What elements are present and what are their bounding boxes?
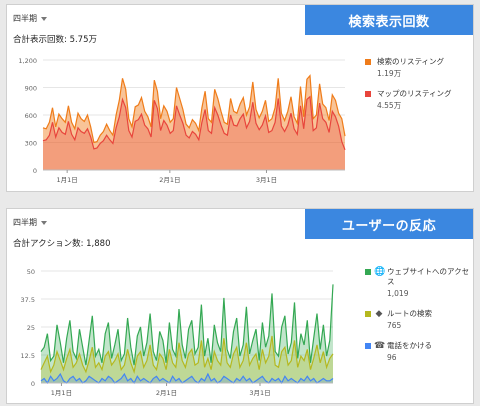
- impressions-chart: 0 300 600 900 1,200 1月1日 2月1日 3月1日: [18, 57, 346, 184]
- y-tick-label: 0: [31, 380, 35, 388]
- series-line: [42, 95, 346, 151]
- legend-swatch: [365, 311, 371, 317]
- period-selector[interactable]: 四半期: [13, 13, 47, 24]
- actions-chart: 0 12.5 25 37.5 50 1月1日 2月1日 3月1日: [21, 268, 334, 397]
- phone-icon: ☎: [374, 341, 386, 351]
- section-banner: 検索表示回数: [305, 5, 473, 35]
- series-area: [41, 336, 333, 383]
- series-area: [43, 75, 345, 170]
- legend-swatch: [365, 269, 371, 275]
- x-tick-label: 3月1日: [256, 176, 277, 184]
- customer-actions-panel: 四半期 合計アクション数: 1,880 ユーザーの反応 0 12.5 25 37.5 5…: [6, 208, 474, 404]
- globe-icon: 🌐: [374, 267, 386, 277]
- y-tick-label: 0: [33, 167, 37, 175]
- y-tick-label: 12.5: [21, 352, 35, 360]
- y-tick-label: 37.5: [21, 296, 35, 304]
- y-tick-label: 600: [25, 112, 37, 120]
- legend-item-directions[interactable]: ◆ ルートの検索 765: [365, 309, 473, 331]
- search-impressions-panel: 四半期 合計表示回数: 5.75万 検索表示回数 0 300 600 900 1,200…: [6, 4, 474, 192]
- series-area: [41, 374, 333, 383]
- legend-swatch: [365, 59, 371, 65]
- series-line: [42, 74, 346, 144]
- legend-item-calls[interactable]: ☎ 電話をかける 96: [365, 341, 473, 363]
- total-actions: 合計アクション数: 1,880: [13, 239, 111, 249]
- series-line: [40, 284, 334, 366]
- chevron-down-icon: [41, 16, 47, 21]
- legend-item-website[interactable]: 🌐 ウェブサイトへのアクセス 1,019: [365, 267, 473, 299]
- x-tick-label: 1月1日: [57, 176, 78, 184]
- series-line: [40, 335, 334, 374]
- section-banner: ユーザーの反応: [305, 209, 473, 239]
- legend-item-maps[interactable]: マップのリスティング 4.55万: [365, 89, 452, 111]
- legend-item-search[interactable]: 検索のリスティング 1.19万: [365, 57, 452, 79]
- directions-icon: ◆: [375, 309, 383, 319]
- y-tick-label: 300: [25, 140, 37, 148]
- x-tick-label: 2月1日: [156, 389, 177, 397]
- x-tick-label: 2月1日: [159, 176, 180, 184]
- period-selector[interactable]: 四半期: [13, 217, 47, 228]
- series-area: [41, 284, 333, 383]
- series-line: [40, 372, 334, 385]
- legend-swatch: [365, 343, 371, 349]
- x-tick-label: 1月1日: [51, 389, 72, 397]
- legend: 🌐 ウェブサイトへのアクセス 1,019 ◆ ルートの検索 765 ☎ 電話をか…: [365, 267, 473, 373]
- y-tick-label: 900: [25, 85, 37, 93]
- y-tick-label: 50: [27, 268, 35, 276]
- y-tick-label: 1,200: [18, 57, 37, 65]
- x-tick-label: 3月1日: [249, 389, 270, 397]
- legend: 検索のリスティング 1.19万 マップのリスティング 4.55万: [365, 57, 452, 121]
- total-impressions: 合計表示回数: 5.75万: [13, 35, 97, 45]
- legend-swatch: [365, 91, 371, 97]
- chevron-down-icon: [41, 220, 47, 225]
- y-tick-label: 25: [27, 324, 35, 332]
